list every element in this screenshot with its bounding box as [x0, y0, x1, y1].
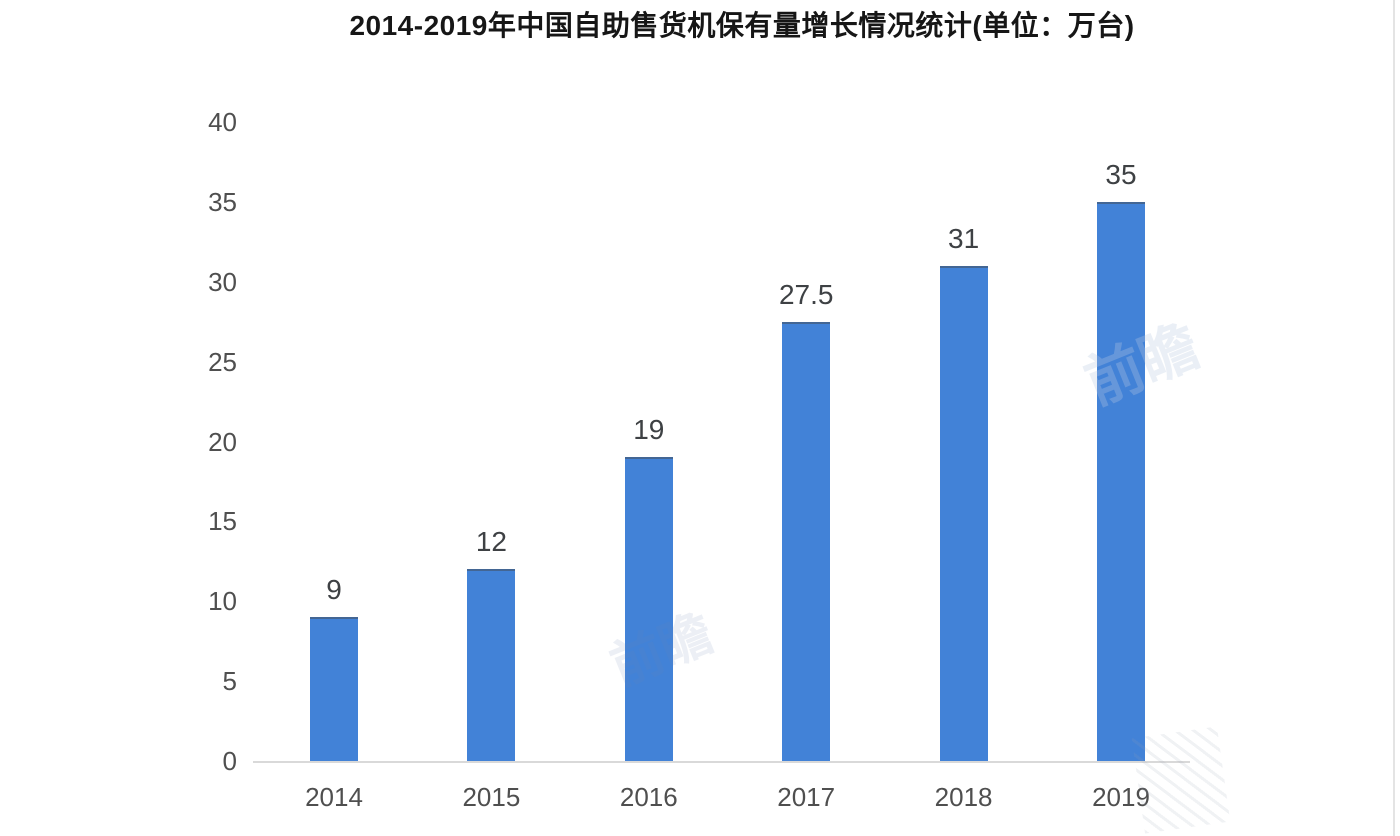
- x-axis-category-label: 2014: [305, 782, 363, 812]
- chart-title: 2014-2019年中国自助售货机保有量增长情况统计(单位：万台): [349, 10, 1135, 41]
- bar-value-label: 35: [1105, 158, 1137, 190]
- bar-2017: [782, 321, 831, 761]
- y-axis-tick-label: 15: [208, 506, 237, 537]
- bar-2016: [624, 457, 673, 761]
- y-axis-tick-label: 10: [208, 586, 237, 617]
- bar-2015: [467, 569, 516, 761]
- y-axis-tick-label: 25: [208, 346, 237, 377]
- x-axis-category-label: 2018: [934, 782, 993, 812]
- bar-value-label: 31: [948, 222, 980, 254]
- bar-value-label: 12: [475, 526, 507, 558]
- y-axis-tick-label: 35: [208, 186, 237, 217]
- x-axis-category-label: 2016: [619, 782, 678, 812]
- page-edge-line: [1393, 0, 1395, 836]
- bar-value-label: 27.5: [778, 278, 834, 310]
- bar-value-label: 9: [326, 574, 342, 606]
- bar-2014: [310, 617, 358, 761]
- x-axis-category-label: 2015: [462, 782, 521, 812]
- y-axis-tick-label: 20: [208, 426, 237, 457]
- y-axis-tick-label: 30: [208, 266, 237, 297]
- x-axis-category-label: 2017: [777, 782, 836, 812]
- bar-2018: [939, 265, 988, 761]
- bar-2019: [1097, 201, 1145, 761]
- y-axis-tick-label: 40: [208, 107, 237, 137]
- watermark-pattern: [1131, 726, 1231, 834]
- x-axis-line: [253, 761, 1190, 763]
- x-axis-category-label: 2019: [1092, 782, 1150, 812]
- bar-value-label: 19: [633, 414, 665, 446]
- y-axis-tick-label: 0: [222, 746, 237, 776]
- y-axis-tick-label: 5: [222, 666, 237, 697]
